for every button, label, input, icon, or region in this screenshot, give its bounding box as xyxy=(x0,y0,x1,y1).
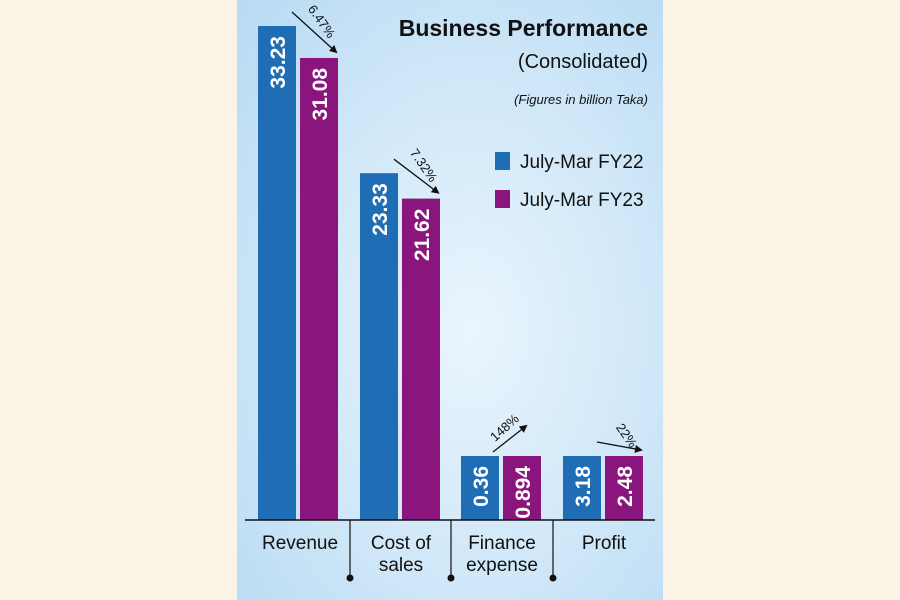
category-label-1-1: sales xyxy=(379,555,423,576)
category-divider-dot-1 xyxy=(447,574,455,582)
legend-swatch-0 xyxy=(495,152,510,170)
legend-swatch-1 xyxy=(495,190,510,208)
bar-3-1 xyxy=(605,456,643,520)
legend: July-Mar FY22 July-Mar FY23 xyxy=(495,152,644,211)
bar-0-1 xyxy=(300,57,338,520)
change-label-2: 148% xyxy=(487,411,522,445)
change-label-0: 6.47% xyxy=(305,2,339,41)
change-arrow-1 xyxy=(393,158,440,194)
bar-value-label-2-0: 0.36 xyxy=(470,466,493,507)
chart-svg: Business Performance (Consolidated) (Fig… xyxy=(245,2,655,582)
category-label-3-0: Profit xyxy=(582,533,627,554)
bar-value-label-3-1: 2.48 xyxy=(614,466,637,507)
bar-1-1 xyxy=(402,198,440,520)
bar-1-0 xyxy=(360,173,398,520)
bar-value-label-1-0: 23.33 xyxy=(369,183,392,236)
legend-label-1: July-Mar FY23 xyxy=(520,190,644,211)
category-label-2-1: expense xyxy=(466,555,538,576)
bar-value-label-2-1: 0.894 xyxy=(512,466,535,519)
chart-subtitle: (Consolidated) xyxy=(518,51,648,73)
bar-value-label-1-1: 21.62 xyxy=(411,209,434,262)
bar-2-0 xyxy=(461,456,499,520)
category-divider-dot-0 xyxy=(346,574,354,582)
change-label-1: 7.32% xyxy=(407,146,441,185)
chart-panel: Business Performance (Consolidated) (Fig… xyxy=(237,0,663,600)
chart-note: (Figures in billion Taka) xyxy=(514,92,648,107)
change-arrow-0 xyxy=(291,11,338,54)
category-label-1-0: Cost of xyxy=(371,533,432,554)
bar-3-0 xyxy=(563,456,601,520)
legend-label-0: July-Mar FY22 xyxy=(520,152,644,173)
bar-0-0 xyxy=(258,26,296,520)
bar-value-label-3-0: 3.18 xyxy=(572,466,595,507)
category-label-0-0: Revenue xyxy=(262,533,338,554)
bar-2-1 xyxy=(503,456,541,520)
category-label-2-0: Finance xyxy=(468,533,536,554)
category-divider-dot-2 xyxy=(549,574,557,582)
bar-value-label-0-1: 31.08 xyxy=(309,68,332,121)
bars-group: 33.23 31.08 23.33 21.62 0.36 0.894 3.18 2.48 xyxy=(258,26,643,520)
bar-value-label-0-0: 33.23 xyxy=(267,36,290,89)
chart-title: Business Performance xyxy=(399,15,648,41)
change-arrow-2 xyxy=(492,424,528,453)
change-arrow-3 xyxy=(596,441,643,453)
